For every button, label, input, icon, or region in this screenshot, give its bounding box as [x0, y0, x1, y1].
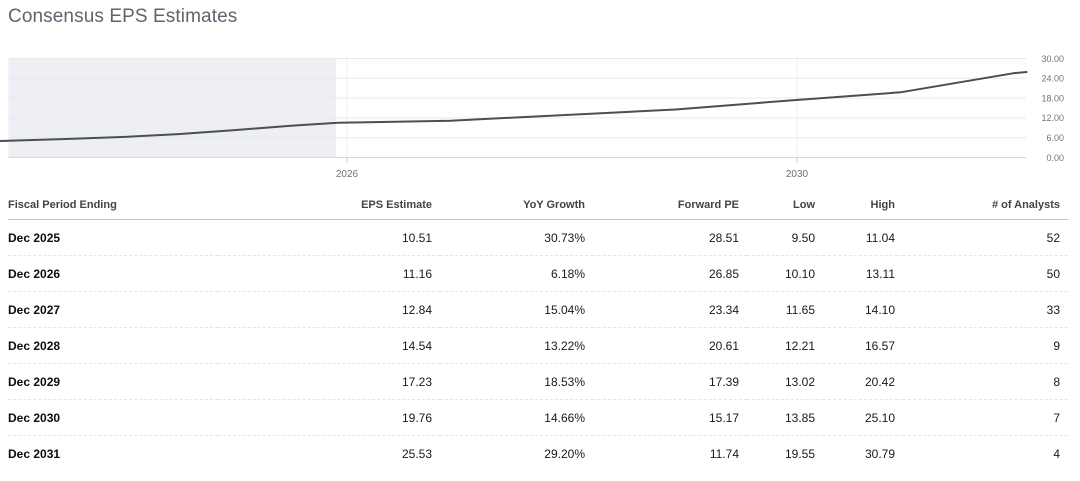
- col-header-yoy-growth: YoY Growth: [440, 199, 593, 220]
- value-cell: 17.23: [218, 363, 440, 400]
- value-cell: 25.10: [823, 399, 903, 436]
- y-gridlines: [8, 58, 1026, 139]
- y-axis-label: 30.00: [1041, 54, 1064, 64]
- y-axis-label: 12.00: [1041, 113, 1064, 123]
- page-title: Consensus EPS Estimates: [8, 6, 238, 27]
- eps-estimates-chart: 2026 2030 30.00 24.00 18.00 12.00 6.00 0…: [0, 48, 1080, 192]
- value-cell: 18.53%: [440, 363, 593, 400]
- value-cell: 33: [903, 291, 1068, 328]
- value-cell: 13.02: [747, 363, 823, 400]
- x-axis-label-2026: 2026: [336, 169, 359, 180]
- value-cell: 12.21: [747, 327, 823, 364]
- eps-chart-svg: 2026 2030 30.00 24.00 18.00 12.00 6.00 0…: [0, 54, 1064, 180]
- value-cell: 28.51: [593, 219, 747, 256]
- col-header-fiscal-period: Fiscal Period Ending: [8, 199, 218, 220]
- value-cell: 4: [1053, 446, 1060, 461]
- table-row: Dec 2026 11.16 6.18% 26.85 10.10 13.11 50: [8, 255, 1068, 292]
- value-cell: 25.53: [401, 446, 432, 461]
- y-axis-label: 0.00: [1046, 153, 1064, 163]
- x-gridlines: [346, 58, 798, 158]
- value-cell: 8: [903, 363, 1068, 400]
- value-cell: 50: [903, 255, 1068, 292]
- value-cell: 29.20%: [544, 446, 585, 461]
- value-cell: 52: [903, 219, 1068, 256]
- col-header-eps-estimate: EPS Estimate: [218, 199, 440, 220]
- historical-shaded-region: [8, 58, 336, 158]
- fiscal-period-cell: Dec 2027: [8, 291, 218, 328]
- col-header-high: High: [823, 199, 903, 220]
- y-axis-label: 24.00: [1041, 74, 1064, 84]
- value-cell: 23.34: [593, 291, 747, 328]
- table-row: Dec 2025 10.51 30.73% 28.51 9.50 11.04 52: [8, 219, 1068, 256]
- value-cell: 13.11: [823, 255, 903, 292]
- value-cell: 9: [903, 327, 1068, 364]
- value-cell: 20.42: [823, 363, 903, 400]
- value-cell: 19.76: [218, 399, 440, 436]
- value-cell: 14.66%: [440, 399, 593, 436]
- value-cell: 30.73%: [440, 219, 593, 256]
- fiscal-period-cell: Dec 2028: [8, 327, 218, 364]
- value-cell: 11.65: [747, 291, 823, 328]
- value-cell: 10.51: [218, 219, 440, 256]
- value-cell: 13.22%: [440, 327, 593, 364]
- value-cell: 20.61: [593, 327, 747, 364]
- col-header-num-analysts: # of Analysts: [903, 199, 1068, 220]
- y-axis-label: 18.00: [1041, 93, 1064, 103]
- value-cell: 14.10: [823, 291, 903, 328]
- value-cell: 26.85: [593, 255, 747, 292]
- value-cell: 11.16: [218, 255, 440, 292]
- table-row: Dec 2029 17.23 18.53% 17.39 13.02 20.42 8: [8, 363, 1068, 400]
- x-axis-label-2030: 2030: [786, 169, 809, 180]
- value-cell: 11.04: [823, 219, 903, 256]
- value-cell: 6.18%: [440, 255, 593, 292]
- col-header-low: Low: [747, 199, 823, 220]
- value-cell: 15.04%: [440, 291, 593, 328]
- value-cell: 7: [903, 399, 1068, 436]
- value-cell: 30.79: [864, 446, 895, 461]
- table-header-row: Fiscal Period Ending EPS Estimate YoY Gr…: [8, 199, 1068, 220]
- x-tick-marks: [346, 157, 798, 163]
- value-cell: 9.50: [747, 219, 823, 256]
- table-row: Dec 2027 12.84 15.04% 23.34 11.65 14.10 33: [8, 291, 1068, 328]
- eps-line: [0, 71, 1028, 142]
- fiscal-period-cell: Dec 2026: [8, 255, 218, 292]
- table-row: Dec 2031 25.53 29.20% 11.74 19.55 30.79 4: [8, 436, 1068, 472]
- fiscal-period-cell: Dec 2030: [8, 399, 218, 436]
- y-axis-labels: 30.00 24.00 18.00 12.00 6.00 0.00: [1041, 54, 1064, 163]
- estimates-table-body: Dec 2025 10.51 30.73% 28.51 9.50 11.04 52 Dec 2…: [8, 219, 1068, 472]
- value-cell: 15.17: [593, 399, 747, 436]
- fiscal-period-cell: Dec 2029: [8, 363, 218, 400]
- col-header-forward-pe: Forward PE: [593, 199, 747, 220]
- fiscal-period-cell: Dec 2031: [8, 446, 61, 461]
- value-cell: 13.85: [747, 399, 823, 436]
- value-cell: 16.57: [823, 327, 903, 364]
- estimates-table: Fiscal Period Ending EPS Estimate YoY Gr…: [8, 199, 1068, 471]
- value-cell: 10.10: [747, 255, 823, 292]
- value-cell: 12.84: [218, 291, 440, 328]
- value-cell: 17.39: [593, 363, 747, 400]
- value-cell: 11.74: [709, 446, 739, 461]
- value-cell: 14.54: [218, 327, 440, 364]
- fiscal-period-cell: Dec 2025: [8, 219, 218, 256]
- y-axis-label: 6.00: [1046, 133, 1064, 143]
- table-row: Dec 2030 19.76 14.66% 15.17 13.85 25.10 7: [8, 399, 1068, 436]
- value-cell: 19.55: [784, 446, 815, 461]
- table-row: Dec 2028 14.54 13.22% 20.61 12.21 16.57 9: [8, 327, 1068, 364]
